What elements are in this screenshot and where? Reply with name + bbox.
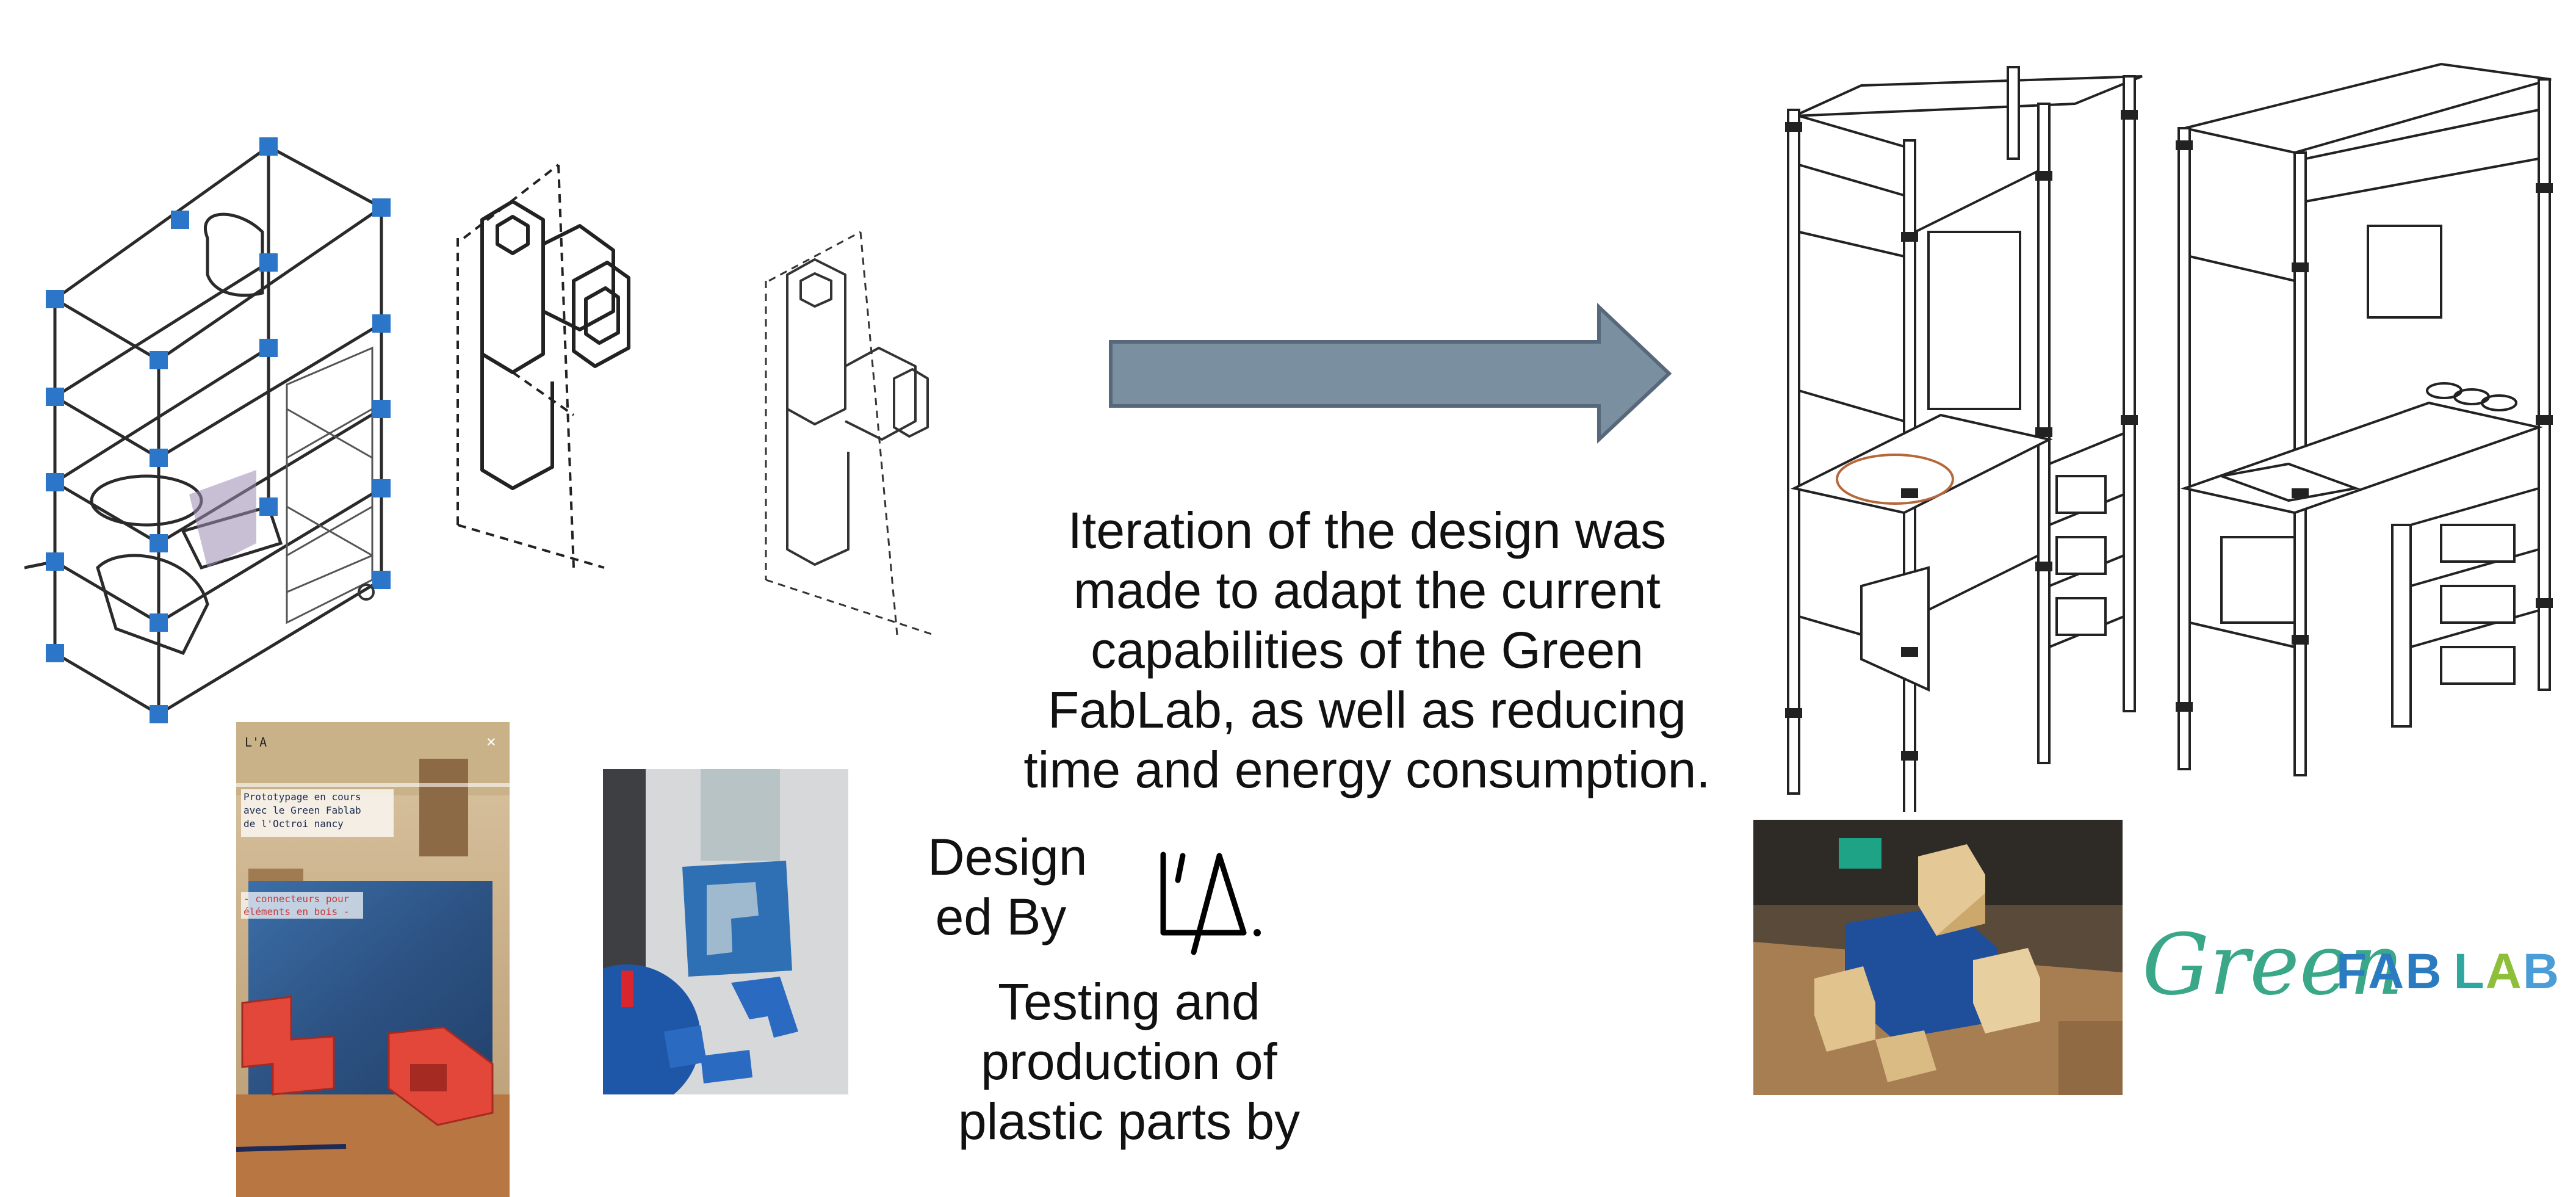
designer-logo bbox=[1152, 842, 1268, 958]
fablab-letter: A bbox=[2368, 944, 2406, 999]
photo-caption-line2: avec le Green Fablab bbox=[244, 805, 361, 816]
fablab-letter: L bbox=[2453, 944, 2486, 999]
fablab-prototype-photo: Prototypage en cours avec le Green Fabla… bbox=[236, 722, 510, 1197]
designed-by-label: Design ed By bbox=[928, 828, 1088, 946]
connector-sketch-2 bbox=[765, 231, 934, 636]
right-arrow bbox=[1109, 303, 1672, 444]
testing-production-label: Testing and production of plastic parts … bbox=[958, 973, 1301, 1150]
cabinet-drawing-left bbox=[1785, 66, 2143, 812]
fablab-letter: F bbox=[2336, 944, 2369, 999]
photo-logo-text: L'A bbox=[245, 735, 267, 750]
photo-caption-line5: éléments en bois - bbox=[244, 906, 349, 917]
wood-connector-photo bbox=[1753, 820, 2123, 1095]
green-fablab-logo-green: Green bbox=[2142, 916, 2404, 1014]
green-fablab-logo-fablab: FAB LAB bbox=[2336, 943, 2560, 1000]
cabinet-drawing-right bbox=[2176, 62, 2553, 776]
furniture-sketch bbox=[24, 137, 391, 723]
fablab-letter: A bbox=[2485, 944, 2523, 999]
recycled-plastic-tiles-photo bbox=[603, 769, 848, 1094]
photo-caption-line1: Prototypage en cours bbox=[244, 791, 361, 803]
close-icon: ✕ bbox=[486, 732, 496, 751]
photo-caption-line4: - connecteurs pour bbox=[244, 893, 350, 905]
photo-caption-line3: de l'Octroi nancy bbox=[244, 818, 344, 830]
connector-sketch-1 bbox=[456, 164, 630, 569]
fablab-letter: B bbox=[2522, 944, 2561, 999]
iteration-description: Iteration of the design was made to adap… bbox=[1023, 502, 1711, 798]
fablab-letter: B bbox=[2405, 944, 2443, 999]
